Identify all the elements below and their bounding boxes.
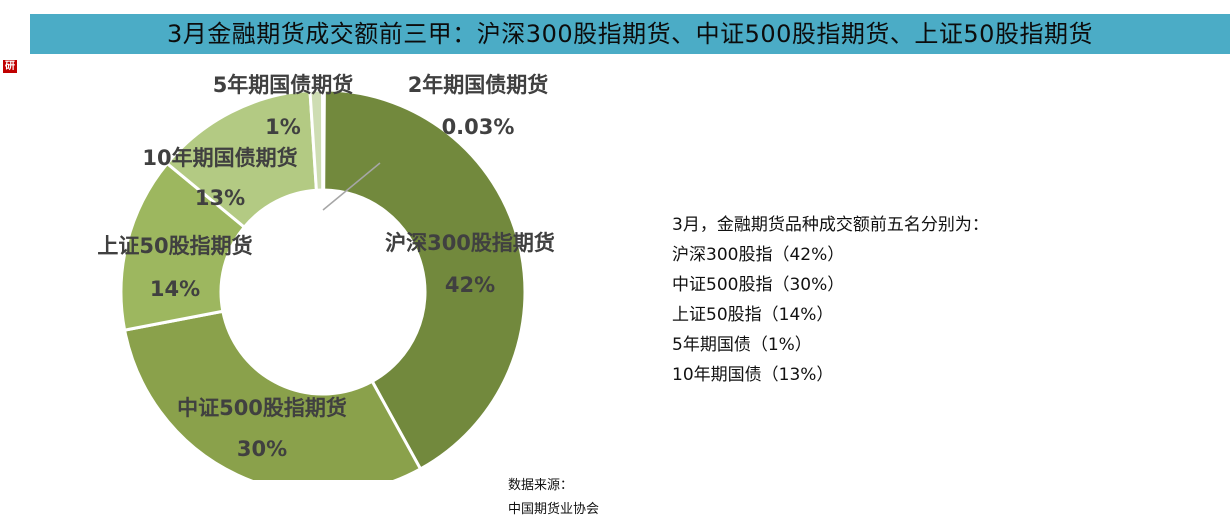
summary-heading: 3月，金融期货品种成交额前五名分别为： [672,215,989,235]
source-org: 中国期货业协会 [508,502,600,517]
slice-name-hs300: 沪深300股指期货 [385,231,555,255]
slice-name-2y: 2年期国债期货 [408,73,549,97]
slice-name-zz500: 中证500股指期货 [177,396,347,420]
slice-value-hs300: 42% [445,273,495,297]
donut-slices [119,88,527,480]
slice-value-2y: 0.03% [442,115,515,139]
slice-name-10y: 10年期国债期货 [142,146,297,170]
summary-item: 上证50股指（14%） [672,305,834,325]
slice-value-sz50: 14% [150,277,200,301]
donut-chart: 沪深300股指期货 42% 中证500股指期货 30% 上证50股指期货 14%… [97,73,555,480]
page-title: 3月金融期货成交额前三甲：沪深300股指期货、中证500股指期货、上证50股指期… [30,14,1230,54]
data-source: 数据来源： 中国期货业协会 [508,474,599,522]
donut-slice-2y [321,88,326,192]
donut-slice-hs300 [321,88,527,471]
slice-name-5y: 5年期国债期货 [213,73,354,97]
slice-value-10y: 13% [195,186,245,210]
slice-value-5y: 1% [265,115,301,139]
donut-labels: 沪深300股指期货 42% 中证500股指期货 30% 上证50股指期货 14%… [97,73,555,461]
leader-line [322,162,381,211]
summary-text: 3月，金融期货品种成交额前五名分别为： 沪深300股指（42%） 中证500股指… [672,210,989,390]
summary-item: 沪深300股指（42%） [672,245,845,265]
brand-logo-icon: 研 [3,60,17,73]
source-label: 数据来源： [508,478,574,493]
slice-name-sz50: 上证50股指期货 [97,234,252,258]
summary-item: 中证500股指（30%） [672,275,845,295]
summary-item: 10年期国债（13%） [672,365,834,385]
donut-slice-zz500 [122,309,423,480]
slice-value-zz500: 30% [237,437,287,461]
summary-item: 5年期国债（1%） [672,335,812,355]
